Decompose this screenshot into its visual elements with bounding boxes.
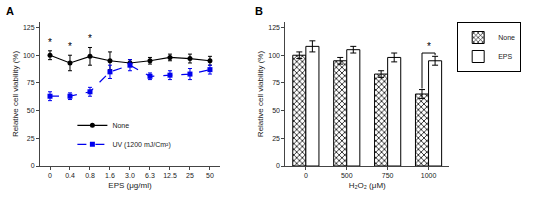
- svg-text:50: 50: [206, 172, 214, 179]
- svg-text:100: 100: [268, 52, 280, 59]
- svg-text:125: 125: [268, 24, 280, 31]
- svg-text:None: None: [112, 122, 129, 129]
- svg-text:EPS (μg/ml): EPS (μg/ml): [108, 181, 152, 190]
- svg-text:*: *: [48, 37, 52, 48]
- svg-text:B: B: [255, 5, 263, 17]
- svg-text:Relative cell viability (%): Relative cell viability (%): [11, 51, 20, 138]
- svg-text:Relative cell viability (%): Relative cell viability (%): [256, 51, 265, 138]
- svg-text:UV (1200 mJ/Cm²): UV (1200 mJ/Cm²): [112, 141, 170, 149]
- svg-text:125: 125: [23, 24, 35, 31]
- svg-text:25: 25: [186, 172, 194, 179]
- svg-text:75: 75: [272, 79, 280, 86]
- svg-text:A: A: [6, 5, 14, 17]
- svg-text:100: 100: [23, 52, 35, 59]
- svg-text:None: None: [498, 34, 515, 41]
- svg-text:12.5: 12.5: [163, 172, 177, 179]
- svg-text:*: *: [427, 41, 431, 52]
- svg-text:50: 50: [272, 107, 280, 114]
- svg-text:0: 0: [276, 162, 280, 169]
- svg-text:0.8: 0.8: [85, 172, 95, 179]
- svg-text:50: 50: [27, 107, 35, 114]
- svg-text:0: 0: [31, 162, 35, 169]
- svg-text:EPS: EPS: [498, 53, 512, 60]
- svg-text:0.4: 0.4: [65, 172, 75, 179]
- svg-text:75: 75: [27, 79, 35, 86]
- svg-text:0: 0: [48, 172, 52, 179]
- svg-text:750: 750: [382, 172, 394, 179]
- svg-text:*: *: [88, 33, 92, 44]
- svg-text:0: 0: [304, 172, 308, 179]
- svg-text:3.0: 3.0: [125, 172, 135, 179]
- svg-text:6.3: 6.3: [145, 172, 155, 179]
- svg-text:25: 25: [272, 135, 280, 142]
- svg-text:*: *: [68, 41, 72, 52]
- svg-text:500: 500: [341, 172, 353, 179]
- svg-text:1000: 1000: [421, 172, 437, 179]
- svg-text:H₂O₂ (μM): H₂O₂ (μM): [349, 181, 386, 190]
- svg-text:25: 25: [27, 135, 35, 142]
- svg-text:1.6: 1.6: [105, 172, 115, 179]
